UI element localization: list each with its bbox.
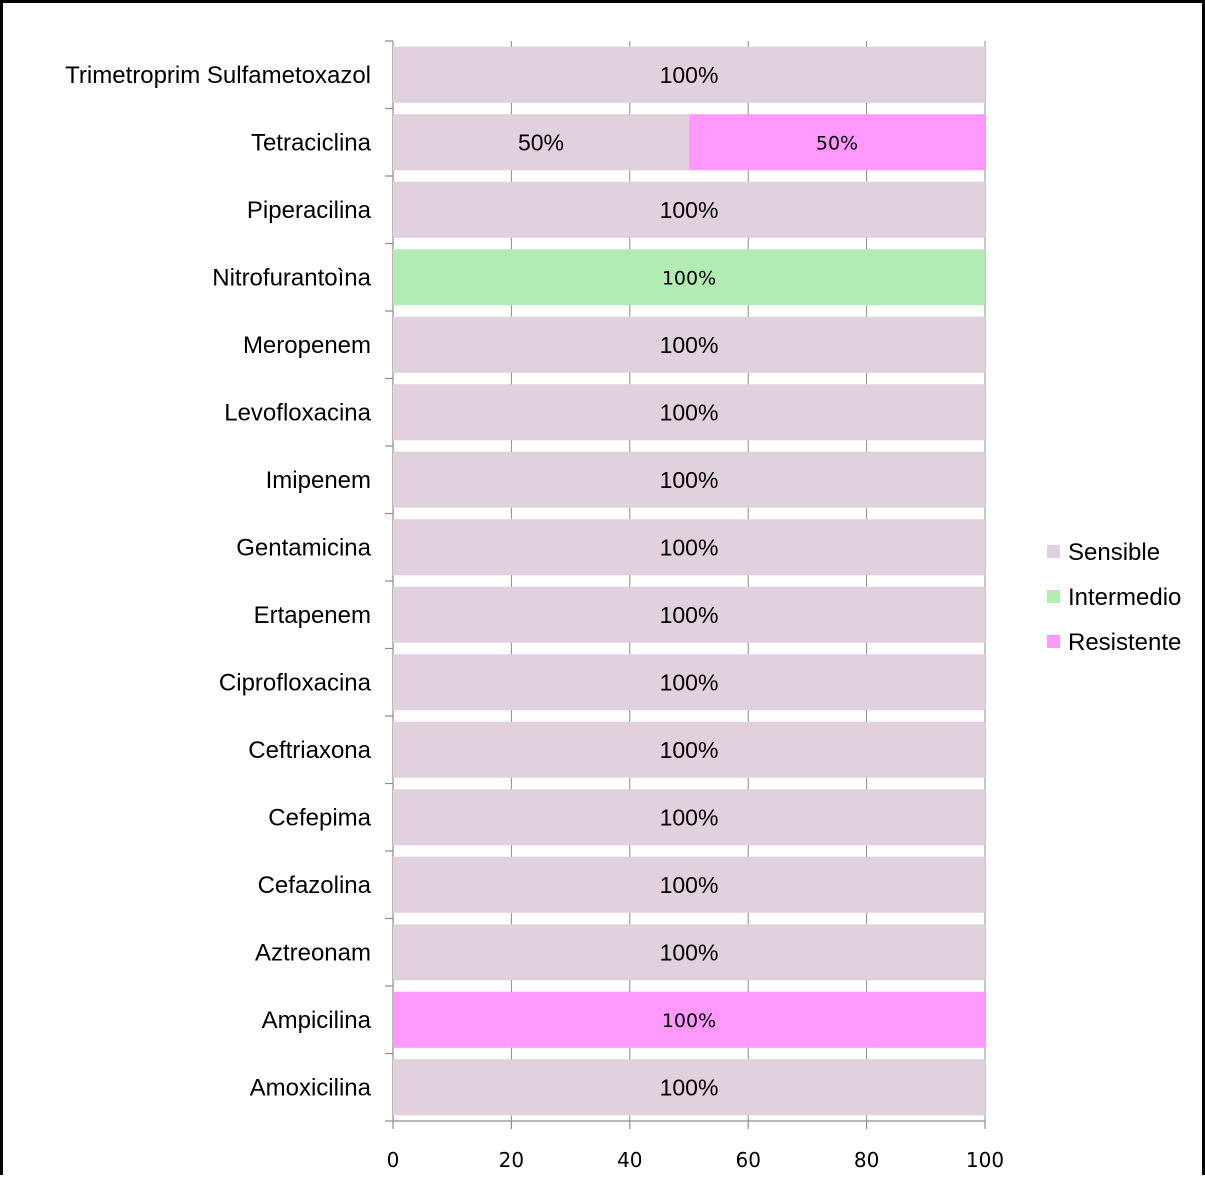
category-label-gentamicina: Gentamicina [236,534,371,561]
data-label-sensible-tetraciclina: 50% [518,129,564,155]
legend-label-intermedio: Intermedio [1068,584,1181,611]
data-label-sensible-cefepima: 100% [660,804,719,830]
legend-swatch-resistente [1047,635,1060,648]
category-label-aztreonam: Aztreonam [255,939,371,966]
bar-sensible-trimetroprim-sulfametoxazol [393,46,985,103]
data-label-sensible-piperacilina: 100% [660,197,719,223]
bar-sensible-ceftriaxona [393,721,985,778]
bar-sensible-cefazolina [393,856,985,913]
legend-label-sensible: Sensible [1068,539,1160,566]
bar-sensible-ciprofloxacina [393,654,985,711]
bar-sensible-levofloxacina [393,384,985,441]
x-tick-label-60: 60 [735,1148,760,1172]
bar-sensible-ertapenem [393,586,985,643]
category-label-nitrofurantoina: Nitrofurantoìna [212,264,371,291]
legend-label-resistente: Resistente [1068,629,1181,656]
data-label-intermedio-nitrofurantoina: 100% [662,267,716,289]
x-tick-label-80: 80 [854,1148,879,1172]
data-label-sensible-levofloxacina: 100% [660,399,719,425]
bar-intermedio-nitrofurantoina [393,249,985,306]
category-label-trimetroprim-sulfametoxazol: Trimetroprim Sulfametoxazol [65,62,371,89]
x-tick-label-100: 100 [966,1148,1004,1172]
x-tick-label-0: 0 [387,1148,400,1172]
category-label-meropenem: Meropenem [243,332,371,359]
category-label-cefepima: Cefepima [268,804,371,831]
data-label-sensible-gentamicina: 100% [660,534,719,560]
bar-sensible-cefepima [393,789,985,846]
category-label-cefazolina: Cefazolina [258,872,372,899]
x-tick-label-20: 20 [499,1148,524,1172]
data-label-sensible-trimetroprim-sulfametoxazol: 100% [660,62,719,88]
bar-sensible-meropenem [393,316,985,373]
data-label-sensible-cefazolina: 100% [660,872,719,898]
category-label-levofloxacina: Levofloxacina [224,399,371,426]
bar-sensible-aztreonam [393,924,985,981]
bar-sensible-imipenem [393,451,985,508]
x-tick-label-40: 40 [617,1148,642,1172]
category-label-amoxicilina: Amoxicilina [250,1074,372,1101]
category-label-ertapenem: Ertapenem [254,602,371,629]
category-label-tetraciclina: Tetraciclina [251,129,372,156]
data-label-sensible-imipenem: 100% [660,467,719,493]
bar-sensible-piperacilina [393,181,985,238]
bar-resistente-ampicilina [393,991,985,1048]
data-label-sensible-aztreonam: 100% [660,939,719,965]
data-label-sensible-amoxicilina: 100% [660,1074,719,1100]
data-label-resistente-tetraciclina: 50% [816,132,858,154]
data-label-sensible-ceftriaxona: 100% [660,737,719,763]
bar-chart: 0 20 40 60 80 100 Amoxicilina 100% Ampicilina 100… [65,40,1181,1172]
legend-swatch-intermedio [1047,590,1060,603]
category-label-ampicilina: Ampicilina [262,1007,372,1034]
data-label-sensible-meropenem: 100% [660,332,719,358]
bar-sensible-tetraciclina [393,114,689,171]
bar-sensible-amoxicilina [393,1059,985,1116]
bar-resistente-tetraciclina [689,114,985,171]
data-label-resistente-ampicilina: 100% [662,1010,716,1032]
category-label-ciprofloxacina: Ciprofloxacina [219,669,372,696]
data-label-sensible-ertapenem: 100% [660,602,719,628]
category-label-ceftriaxona: Ceftriaxona [248,737,371,764]
data-label-sensible-ciprofloxacina: 100% [660,669,719,695]
category-label-piperacilina: Piperacilina [247,197,372,224]
category-label-imipenem: Imipenem [266,467,371,494]
legend-swatch-sensible [1047,545,1060,558]
bar-sensible-gentamicina [393,519,985,576]
